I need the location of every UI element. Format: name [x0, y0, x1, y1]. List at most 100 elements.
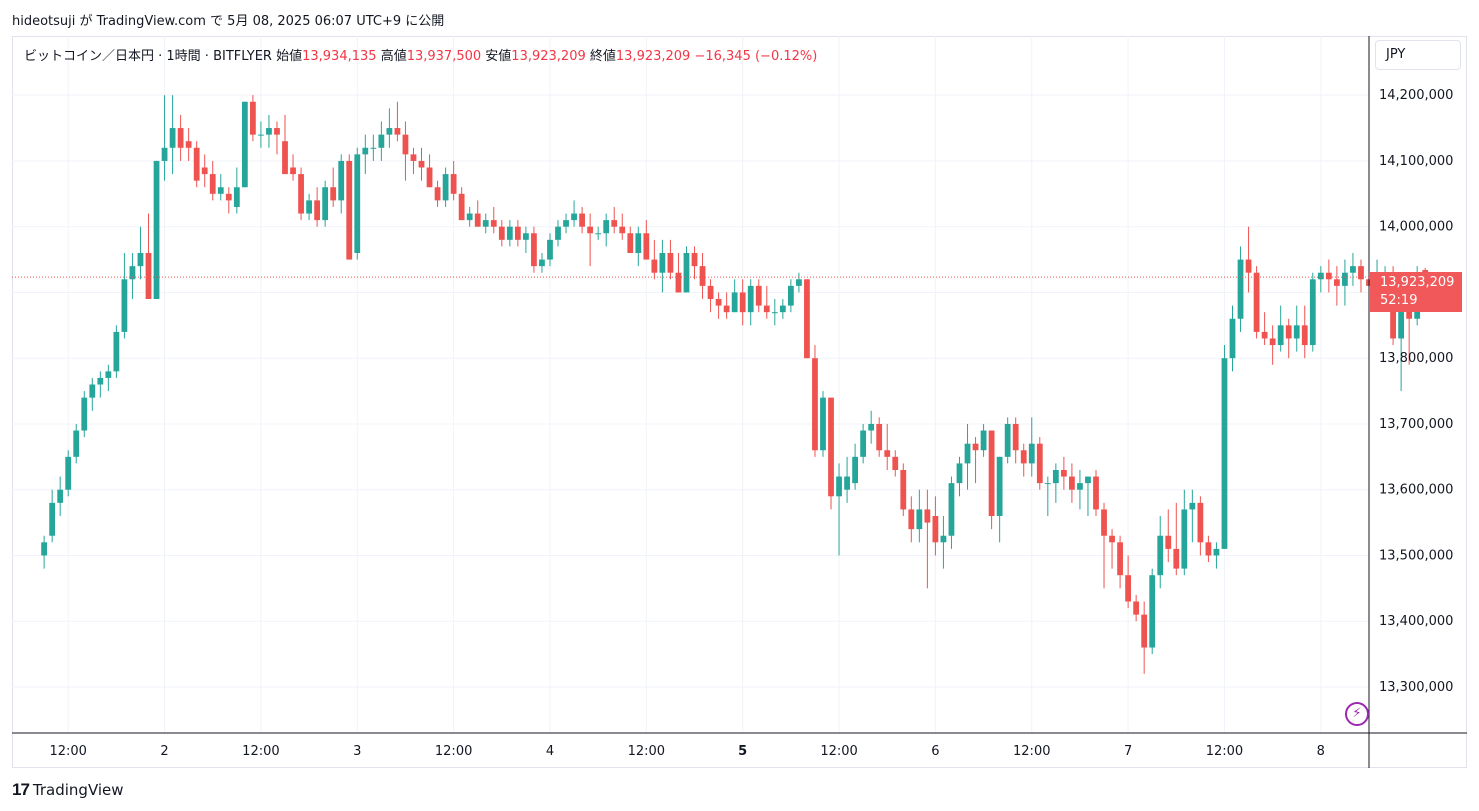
flash-icon[interactable]: ⚡	[1345, 702, 1369, 726]
candle-body	[900, 469, 907, 510]
time-tick-label: 12:00	[49, 744, 86, 759]
candle	[1157, 516, 1164, 589]
candle-body	[1069, 476, 1075, 490]
candle	[1181, 489, 1188, 576]
candlestick-chart[interactable]: 13,300,000 13,400,000 13,500,000 13,600,000…	[12, 36, 1467, 768]
candle-body	[266, 128, 272, 135]
candle-body	[1277, 325, 1284, 346]
candle-body	[876, 423, 883, 451]
candle-body	[225, 193, 232, 201]
candles	[41, 95, 1429, 674]
candle	[73, 423, 80, 464]
candle-body	[1269, 338, 1276, 346]
candle-body	[1093, 476, 1099, 510]
candle	[627, 226, 634, 253]
candle	[1358, 259, 1364, 293]
candle	[57, 476, 64, 517]
candle	[113, 325, 120, 378]
candle	[394, 101, 401, 142]
tradingview-logo-icon[interactable]: 17	[12, 780, 30, 799]
change-value: −16,345 (−0.12%)	[694, 49, 818, 64]
candle-body	[683, 252, 690, 293]
candle-body	[940, 535, 947, 543]
candle	[490, 206, 497, 234]
candle-body	[531, 233, 537, 267]
candle	[828, 397, 834, 510]
candle-body	[161, 147, 168, 161]
candle-body	[482, 220, 489, 227]
close-label: 終値	[589, 49, 616, 64]
candle-body	[474, 213, 481, 227]
brand-name[interactable]: TradingView	[32, 781, 124, 799]
candle	[474, 200, 481, 227]
candle	[153, 160, 160, 300]
candle	[201, 154, 208, 188]
candle-body	[1157, 535, 1164, 576]
candle-body	[771, 312, 778, 314]
price-tick-label: 14,000,000	[1379, 220, 1453, 235]
time-tick-label: 3	[353, 744, 361, 759]
candle-body	[988, 430, 995, 517]
candle-body	[177, 128, 184, 148]
candle	[145, 213, 152, 300]
candle-body	[258, 134, 264, 136]
candle	[129, 252, 136, 300]
candle-body	[980, 430, 987, 451]
time-tick-label: 12:00	[820, 744, 857, 759]
candle	[956, 456, 963, 497]
candle-body	[1205, 542, 1212, 556]
candle	[1036, 437, 1043, 490]
candle-body	[394, 128, 401, 135]
candle-body	[514, 226, 521, 240]
candle-body	[129, 266, 136, 280]
candle	[49, 489, 56, 543]
symbol-legend: ビットコイン／日本円 · 1時間 · BITFLYER 始値13,934,135…	[24, 45, 817, 64]
candle	[97, 371, 104, 398]
candle-body	[892, 456, 899, 470]
candle-body	[1085, 476, 1091, 484]
candle	[563, 213, 569, 234]
candle	[1020, 443, 1027, 477]
candle-body	[755, 285, 762, 306]
candle-body	[1020, 450, 1027, 464]
candle	[450, 160, 457, 201]
candle	[1285, 318, 1292, 359]
price-tick-label: 14,200,000	[1379, 88, 1453, 103]
candle	[1229, 305, 1236, 372]
candle-body	[306, 200, 312, 214]
candle	[1253, 266, 1260, 339]
candle	[322, 180, 329, 227]
candle	[619, 213, 626, 240]
candle	[820, 391, 826, 457]
candle-body	[458, 193, 465, 221]
price-tick-label: 13,800,000	[1379, 351, 1453, 366]
price-axis[interactable]: 13,300,000 13,400,000 13,500,000 13,600,000…	[1379, 88, 1453, 695]
price-tick-label: 14,100,000	[1379, 154, 1453, 169]
time-tick-label: 12:00	[435, 744, 472, 759]
candle-body	[137, 252, 144, 267]
candle-body	[836, 476, 842, 497]
candle	[1173, 502, 1180, 576]
candle-body	[442, 174, 449, 201]
time-tick-label: 2	[160, 744, 168, 759]
candle-body	[715, 299, 722, 306]
candle-body	[523, 233, 529, 240]
candle-body	[1125, 575, 1132, 602]
currency-button[interactable]: JPY	[1375, 40, 1461, 70]
candle-body	[924, 509, 931, 523]
candle	[370, 134, 377, 161]
candle-body	[105, 371, 112, 378]
symbol-name[interactable]: ビットコイン／日本円 · 1時間 · BITFLYER	[24, 49, 272, 64]
candle	[458, 187, 465, 221]
high-value: 13,937,500	[406, 49, 482, 64]
candle-body	[691, 252, 698, 267]
candle	[434, 180, 441, 207]
candle	[225, 187, 232, 214]
candle-body	[89, 384, 96, 398]
candle	[804, 279, 810, 359]
candle-body	[1012, 423, 1019, 451]
candle-body	[290, 167, 296, 175]
time-axis[interactable]: 12:00 2 12:00 3 12:00 4 12:00 5 12:00 6 12:00 7 12:0…	[49, 744, 1324, 759]
candle-body	[298, 174, 304, 214]
candle	[787, 279, 794, 313]
